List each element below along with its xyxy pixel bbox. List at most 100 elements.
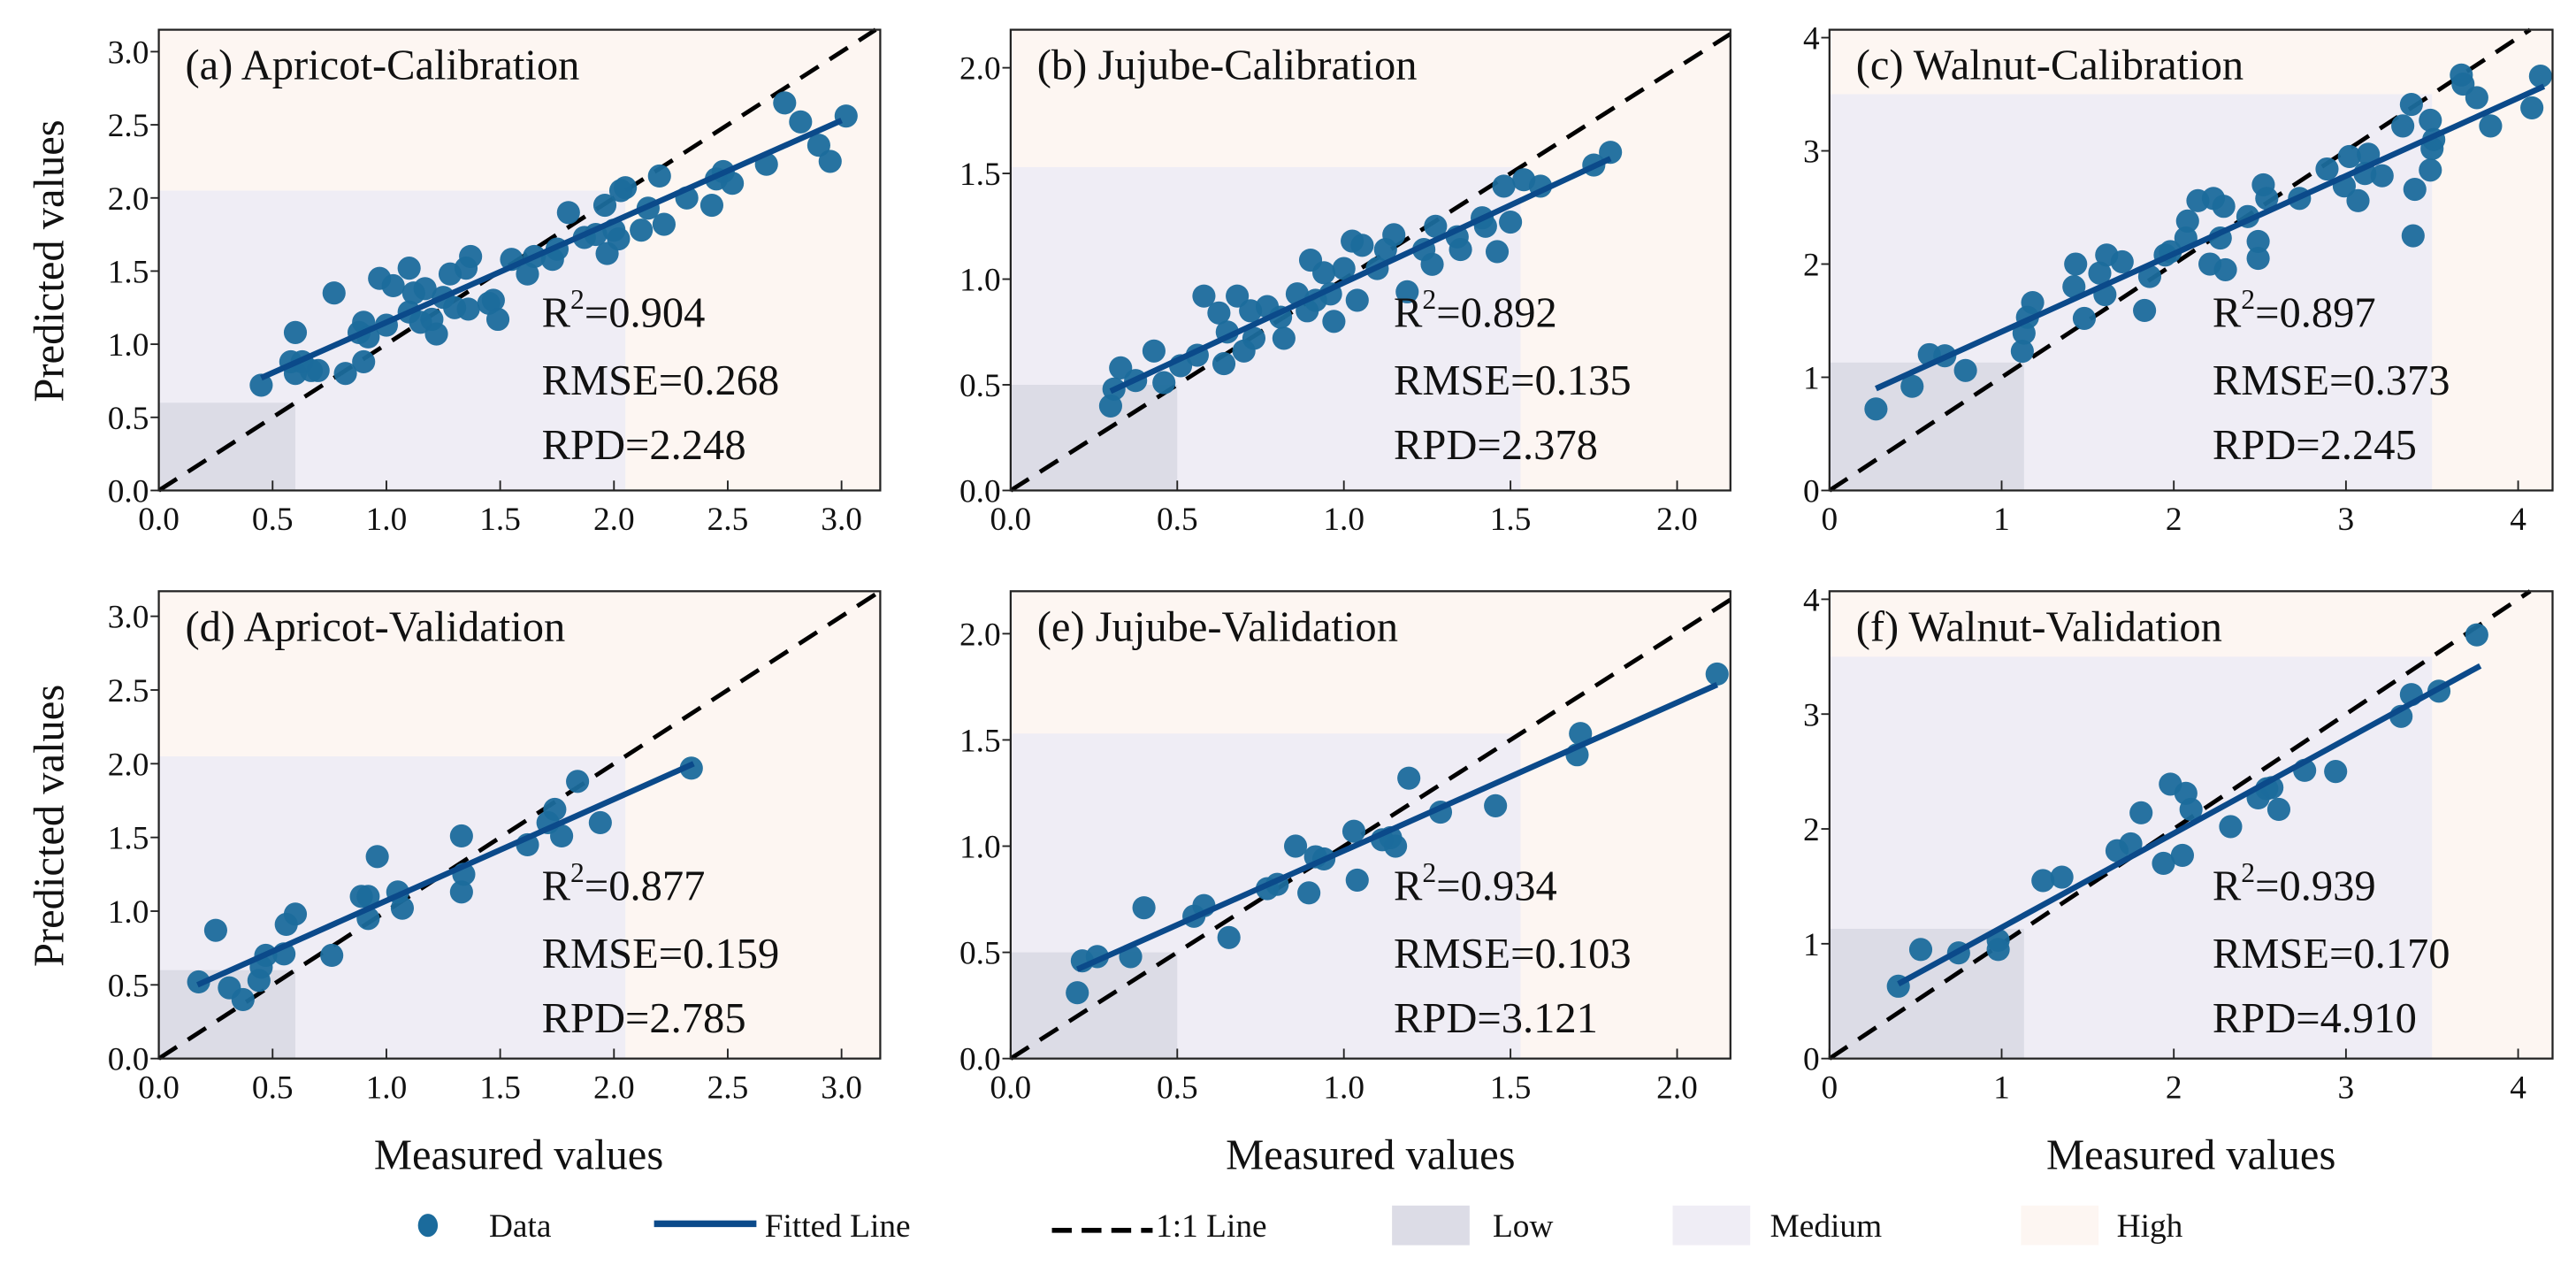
panel-title: (c) Walnut-Calibration [1856, 42, 2243, 89]
fitted-line [196, 761, 695, 988]
fitted-line [260, 118, 843, 381]
data-point [2212, 195, 2236, 218]
data-point [2337, 144, 2361, 169]
legend-medium-label: Medium [1770, 1208, 1883, 1245]
y-tick-label: 2.0 [108, 747, 149, 783]
data-point [2064, 252, 2088, 276]
x-tick-label: 1.0 [366, 1070, 408, 1106]
data-point [1599, 141, 1623, 165]
data-point [1192, 284, 1216, 308]
data-point [1485, 240, 1510, 264]
data-point [2479, 114, 2503, 138]
legend: Data Fitted Line 1:1 Line Low Medium Hig… [417, 1205, 2183, 1246]
data-point [721, 172, 745, 196]
data-point [1900, 374, 1924, 398]
data-point [1864, 397, 1888, 421]
data-point [352, 349, 376, 374]
x-tick-label: 3 [2338, 1070, 2355, 1106]
data-point [322, 281, 346, 305]
data-point [647, 164, 671, 188]
r2-stat: R2=0.892 [1394, 284, 1557, 337]
r2-value: =0.904 [585, 290, 706, 337]
panel-title: (e) Jujube-Validation [1037, 603, 1398, 650]
x-tick-label: 2.0 [593, 502, 635, 538]
y-tick-label: 2 [1803, 812, 1820, 848]
y-axis-label-top: Predicted values [26, 119, 73, 402]
y-axis-label-bottom: Predicted values [26, 685, 73, 967]
data-point [1449, 238, 1472, 262]
data-point [356, 885, 380, 908]
data-point [2403, 177, 2427, 202]
data-point [249, 373, 273, 397]
data-point [1492, 174, 1516, 198]
data-point [456, 297, 480, 321]
data-point [231, 987, 255, 1012]
x-tick-label: 2.0 [1656, 502, 1698, 538]
data-point [2315, 157, 2339, 181]
data-point [2021, 290, 2045, 315]
y-tick-label: 1 [1803, 927, 1820, 963]
rmse-stat: RMSE=0.159 [542, 931, 780, 978]
data-point [588, 810, 612, 835]
data-point [607, 226, 631, 251]
x-tick-label: 2.0 [593, 1070, 635, 1106]
rpd-stat: RPD=2.245 [2213, 422, 2417, 469]
data-point [2246, 229, 2270, 253]
x-tick-label: 1.0 [1323, 1070, 1364, 1106]
x-tick-label: 0 [1821, 1070, 1838, 1106]
data-point [2465, 623, 2488, 647]
panel-e: 0.0 0.5 1.0 1.5 2.0 0.0 0.5 1.0 1.5 2.0 (e) Jujube… [959, 590, 1732, 1106]
r2-stat: R2=0.939 [2213, 857, 2376, 910]
data-point [449, 880, 473, 904]
data-point [320, 943, 344, 968]
data-point [699, 193, 724, 218]
data-point [1705, 662, 1729, 686]
data-point [556, 201, 580, 225]
data-point [1297, 881, 1321, 905]
x-tick-label: 2 [2166, 1070, 2182, 1106]
data-point [1142, 339, 1166, 363]
rpd-stat: RPD=2.378 [1394, 422, 1598, 469]
data-point [203, 918, 227, 942]
data-point [2170, 843, 2194, 867]
r2-symbol: R [542, 290, 571, 337]
x-axis-label-c: Measured values [2046, 1132, 2335, 1179]
rmse-stat: RMSE=0.170 [2213, 931, 2450, 978]
y-tick-label: 0.0 [959, 474, 1001, 510]
data-point [2419, 108, 2442, 133]
data-point [1217, 925, 1241, 949]
x-tick-label: 0.0 [138, 1070, 180, 1106]
legend-medium-swatch [1672, 1205, 1751, 1246]
r2-superscript: 2 [1422, 284, 1436, 315]
x-tick-label: 1.0 [1323, 502, 1364, 538]
rmse-stat: RMSE=0.268 [542, 357, 780, 404]
panel-title: (b) Jujube-Calibration [1037, 42, 1418, 89]
data-point [1382, 223, 1406, 247]
data-point [592, 193, 617, 218]
data-point [2179, 797, 2203, 822]
data-point [2520, 96, 2544, 119]
data-point [2246, 247, 2270, 271]
data-point [1226, 284, 1250, 308]
data-point [2324, 760, 2348, 784]
data-point [2346, 188, 2370, 212]
r2-stat: R2=0.877 [542, 857, 706, 910]
r2-symbol: R [2213, 862, 2242, 909]
x-tick-label: 0.5 [1157, 502, 1198, 538]
one-to-one-line [1828, 589, 2532, 1061]
data-point [543, 797, 567, 822]
y-tick-label: 3 [1803, 697, 1820, 733]
rmse-stat: RMSE=0.135 [1394, 357, 1632, 404]
x-tick-label: 2 [2166, 502, 2182, 538]
x-tick-label: 0.0 [138, 502, 180, 538]
data-point [1066, 981, 1089, 1005]
x-tick-label: 0.5 [1157, 1070, 1198, 1106]
r2-symbol: R [2213, 290, 2242, 337]
data-point [1908, 938, 1933, 962]
data-point [1397, 766, 1421, 790]
data-point [1332, 257, 1356, 280]
data-point [283, 320, 308, 344]
r2-superscript: 2 [570, 284, 585, 315]
x-tick-label: 1 [1993, 1070, 2010, 1106]
